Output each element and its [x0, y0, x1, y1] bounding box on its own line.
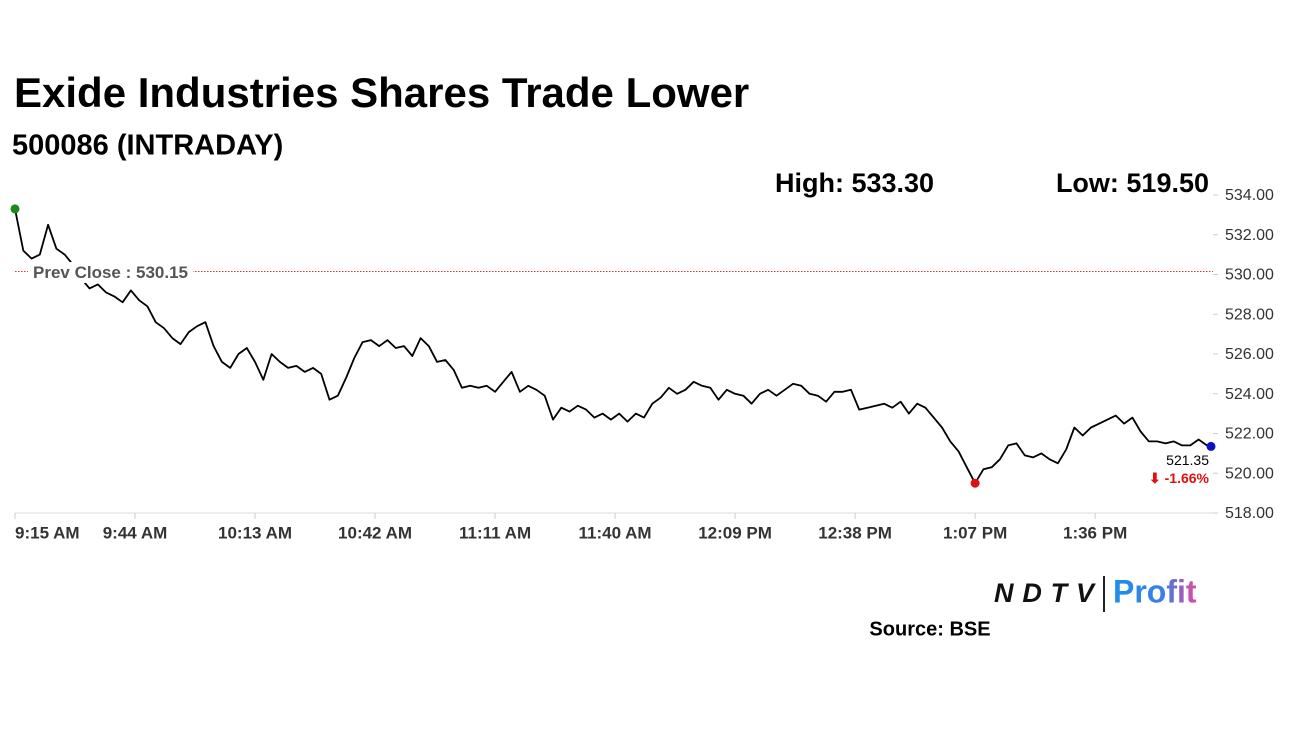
y-tick-label: 518.00 [1225, 505, 1274, 522]
x-tick-label: 11:11 AM [459, 523, 531, 542]
plot-area: 518.00 520.00 522.00 524.00 526.00 528.00 530.… [10, 187, 1274, 542]
change-label: ⬇ -1.66% [1149, 470, 1210, 486]
x-tick-label: 10:42 AM [338, 523, 412, 542]
last-value-label: 521.35 [1166, 452, 1209, 468]
x-tick-label: 10:13 AM [218, 523, 292, 542]
low-marker [970, 478, 980, 488]
y-tick-label: 524.00 [1225, 386, 1274, 403]
logo-left: NDTV [994, 578, 1096, 608]
last-marker [1206, 441, 1216, 451]
y-tick-label: 532.00 [1225, 227, 1274, 244]
x-tick-label: 11:40 AM [579, 523, 652, 542]
x-tick-label: 1:36 PM [1063, 523, 1127, 542]
x-tick-label: 1:07 PM [943, 523, 1007, 542]
prev-close-label-bg [28, 262, 193, 284]
y-tick-label: 528.00 [1225, 306, 1274, 323]
y-tick-label: 526.00 [1225, 346, 1274, 363]
x-tick-label: 9:15 AM [15, 523, 80, 542]
x-tick-label: 12:38 PM [818, 523, 892, 542]
y-tick-label: 522.00 [1225, 426, 1274, 443]
chart-title: Exide Industries Shares Trade Lower [14, 69, 749, 116]
low-label: Low: 519.50 [1056, 168, 1209, 198]
high-marker [10, 204, 20, 214]
x-tick-label: 12:09 PM [698, 523, 772, 542]
y-tick-label: 520.00 [1225, 465, 1274, 482]
y-tick-label: 530.00 [1225, 267, 1274, 284]
logo-right: Profit [1113, 573, 1197, 609]
high-label: High: 533.30 [775, 168, 934, 198]
price-line [14, 208, 1212, 485]
y-tick-label: 534.00 [1225, 187, 1274, 204]
x-tick-label: 9:44 AM [103, 523, 168, 542]
chart-subtitle: 500086 (INTRADAY) [12, 130, 283, 162]
source: Source: BSE [869, 618, 990, 640]
prev-close-label: Prev Close : 530.15 [33, 263, 188, 282]
